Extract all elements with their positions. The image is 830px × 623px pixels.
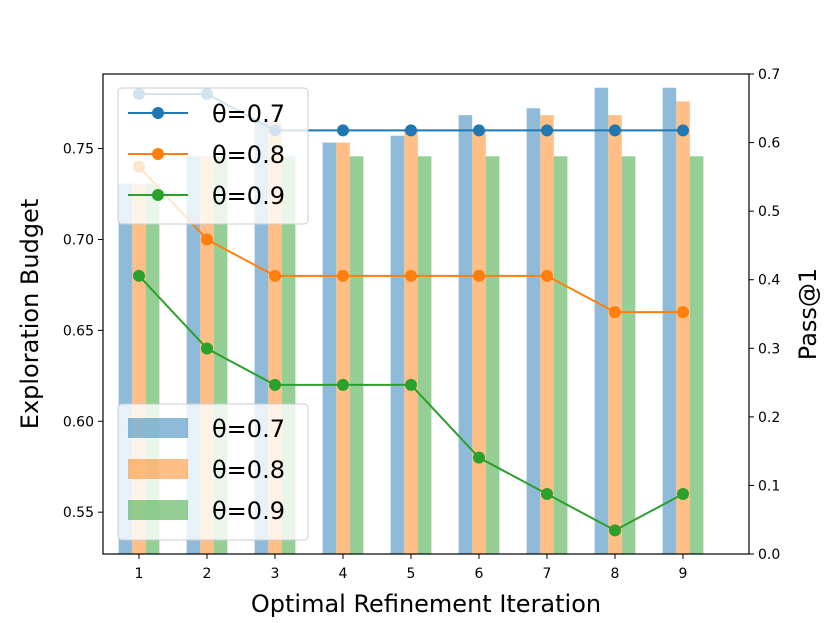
point-theta0.8-iter5	[405, 269, 417, 282]
bar-theta0.8-iter4	[336, 142, 350, 555]
bars-layer	[118, 87, 704, 555]
point-theta0.9-iter7	[541, 488, 553, 500]
x-axis-title: Optimal Refinement Iteration	[251, 590, 601, 618]
line-legend-box	[117, 87, 309, 225]
point-theta0.7-iter6	[473, 124, 485, 137]
line-legend: θ=0.7 θ=0.8 θ=0.9	[117, 87, 309, 225]
point-theta0.7-iter4	[337, 124, 349, 137]
legend-bar-swatch	[128, 459, 188, 479]
left-y-axis: 0.55 0.60 0.65 0.70 0.75	[63, 142, 103, 521]
point-theta0.8-iter3	[269, 269, 281, 282]
point-theta0.9-iter4	[337, 378, 349, 391]
point-theta0.7-iter8	[609, 124, 621, 137]
right-y-tick-label: 0.1	[758, 478, 780, 494]
bar-theta0.8-iter8	[608, 115, 622, 555]
left-y-tick-label: 0.55	[63, 505, 94, 521]
bar-theta0.8-iter6	[472, 128, 486, 554]
point-theta0.9-iter8	[609, 524, 621, 537]
legend-bar-swatch	[128, 500, 188, 520]
right-y-tick-label: 0.2	[758, 410, 780, 426]
x-tick-label: 1	[135, 566, 144, 582]
left-y-tick-label: 0.60	[63, 414, 94, 430]
bar-theta0.9-iter7	[553, 156, 568, 555]
bar-theta0.7-iter4	[322, 142, 337, 555]
right-y-axis: 0.0 0.1 0.2 0.3 0.4 0.5 0.6 0.7	[749, 67, 780, 563]
point-theta0.8-iter9	[677, 306, 689, 319]
bar-theta0.9-iter4	[349, 156, 364, 555]
point-theta0.9-iter2	[201, 342, 213, 355]
bar-theta0.9-iter9	[689, 156, 704, 555]
point-theta0.8-iter2	[201, 233, 213, 246]
legend-marker	[152, 107, 164, 119]
point-theta0.7-iter5	[405, 124, 417, 137]
x-axis: 1 2 3 4 5 6 7 8 9	[135, 554, 688, 582]
legend-line-label: θ=0.8	[212, 141, 285, 169]
bar-theta0.8-iter7	[540, 115, 554, 555]
point-theta0.9-iter3	[269, 378, 281, 391]
x-tick-label: 5	[407, 566, 416, 582]
x-tick-label: 4	[339, 566, 348, 582]
legend-line-label: θ=0.9	[212, 182, 285, 210]
bar-theta0.7-iter8	[594, 87, 609, 554]
point-theta0.7-iter7	[541, 124, 553, 137]
legend-bar-swatch	[128, 418, 188, 438]
bar-theta0.7-iter7	[526, 108, 541, 555]
legend-bar-label: θ=0.7	[212, 415, 285, 443]
point-theta0.9-iter9	[677, 488, 689, 500]
point-theta0.7-iter9	[677, 124, 689, 137]
point-theta0.9-iter6	[473, 451, 485, 464]
bar-theta0.7-iter5	[390, 135, 405, 554]
bar-theta0.8-iter5	[404, 128, 418, 554]
x-tick-label: 2	[203, 566, 212, 582]
bar-theta0.7-iter6	[458, 115, 473, 555]
legend-line-label: θ=0.7	[212, 100, 285, 128]
legend-marker	[152, 148, 164, 160]
right-y-tick-label: 0.6	[758, 136, 780, 152]
x-tick-label: 6	[475, 566, 484, 582]
x-tick-label: 9	[679, 566, 688, 582]
point-theta0.8-iter8	[609, 306, 621, 319]
plot-frame	[102, 73, 750, 555]
bar-theta0.9-iter5	[417, 156, 432, 555]
point-theta0.8-iter6	[473, 269, 485, 282]
legend-bar-label: θ=0.8	[212, 456, 285, 484]
point-theta0.9-iter5	[405, 378, 417, 391]
point-theta0.9-iter1	[133, 269, 145, 282]
right-y-tick-label: 0.3	[758, 341, 780, 357]
x-tick-label: 8	[611, 566, 620, 582]
point-theta0.8-iter7	[541, 269, 553, 282]
bar-theta0.7-iter9	[662, 87, 677, 554]
right-y-tick-label: 0.0	[758, 547, 780, 563]
point-theta0.8-iter4	[337, 269, 349, 282]
left-y-tick-label: 0.75	[63, 142, 94, 158]
right-y-axis-title: Pass@1	[794, 268, 822, 360]
legend-marker	[152, 189, 164, 201]
right-y-tick-label: 0.5	[758, 204, 780, 220]
right-y-tick-label: 0.4	[758, 273, 780, 289]
x-tick-label: 7	[543, 566, 552, 582]
left-y-tick-label: 0.65	[63, 323, 94, 339]
bar-theta0.9-iter8	[621, 156, 636, 555]
right-y-tick-label: 0.7	[758, 67, 780, 83]
x-tick-label: 3	[271, 566, 280, 582]
bar-legend: θ=0.7 θ=0.8 θ=0.9	[117, 403, 309, 541]
left-y-tick-label: 0.70	[63, 232, 94, 248]
legend-bar-label: θ=0.9	[212, 497, 285, 525]
bar-theta0.8-iter9	[676, 101, 690, 554]
left-y-axis-title: Exploration Budget	[16, 199, 44, 429]
bar-theta0.9-iter6	[485, 156, 500, 555]
